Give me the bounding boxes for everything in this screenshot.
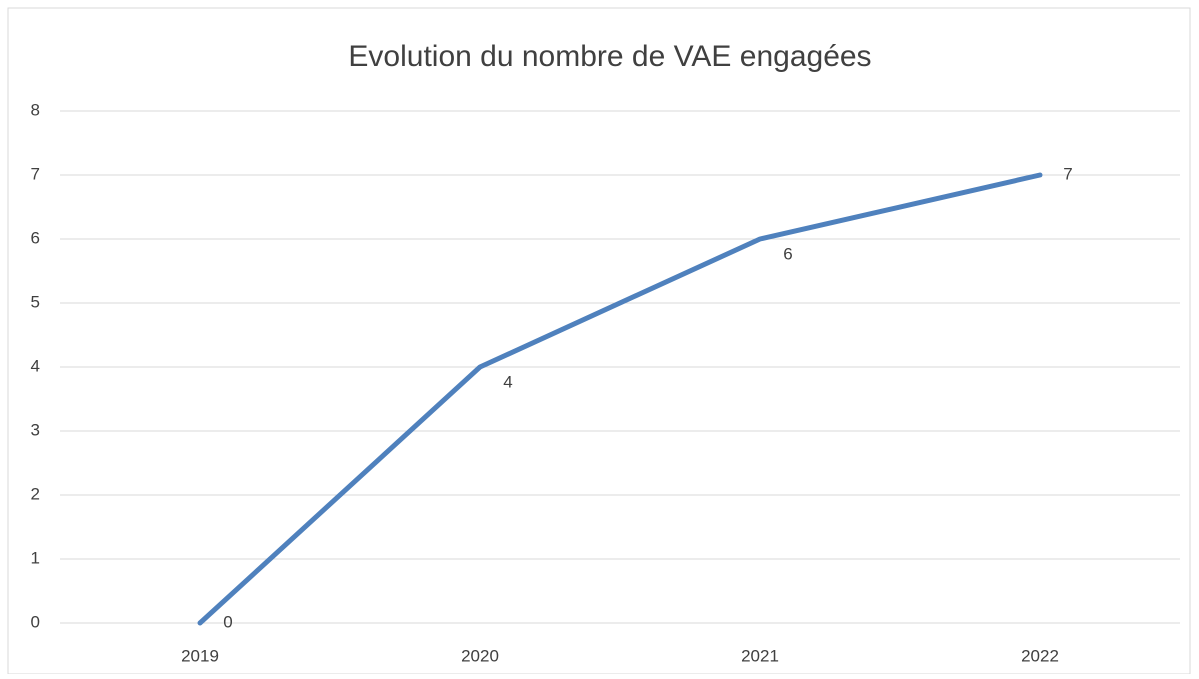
y-tick-label: 0: [31, 612, 40, 631]
data-label: 6: [783, 244, 792, 263]
x-tick-label: 2022: [1021, 646, 1059, 665]
y-tick-label: 8: [31, 100, 40, 119]
data-label: 0: [223, 612, 232, 631]
data-label: 4: [503, 372, 512, 391]
y-tick-label: 1: [31, 548, 40, 567]
chart-title: Evolution du nombre de VAE engagées: [348, 40, 871, 73]
data-label: 7: [1063, 164, 1072, 183]
y-tick-label: 2: [31, 484, 40, 503]
line: [197, 172, 1043, 626]
x-tick-label: 2019: [181, 646, 219, 665]
y-tick-label: 3: [31, 420, 40, 439]
y-tick-label: 7: [31, 164, 40, 183]
x-tick-label: 2020: [461, 646, 499, 665]
chart-frame: [7, 7, 1191, 675]
y-tick-label: 6: [31, 228, 40, 247]
y-tick-label: 5: [31, 292, 40, 311]
x-tick-label: 2021: [741, 646, 779, 665]
y-tick-label: 4: [31, 356, 40, 375]
